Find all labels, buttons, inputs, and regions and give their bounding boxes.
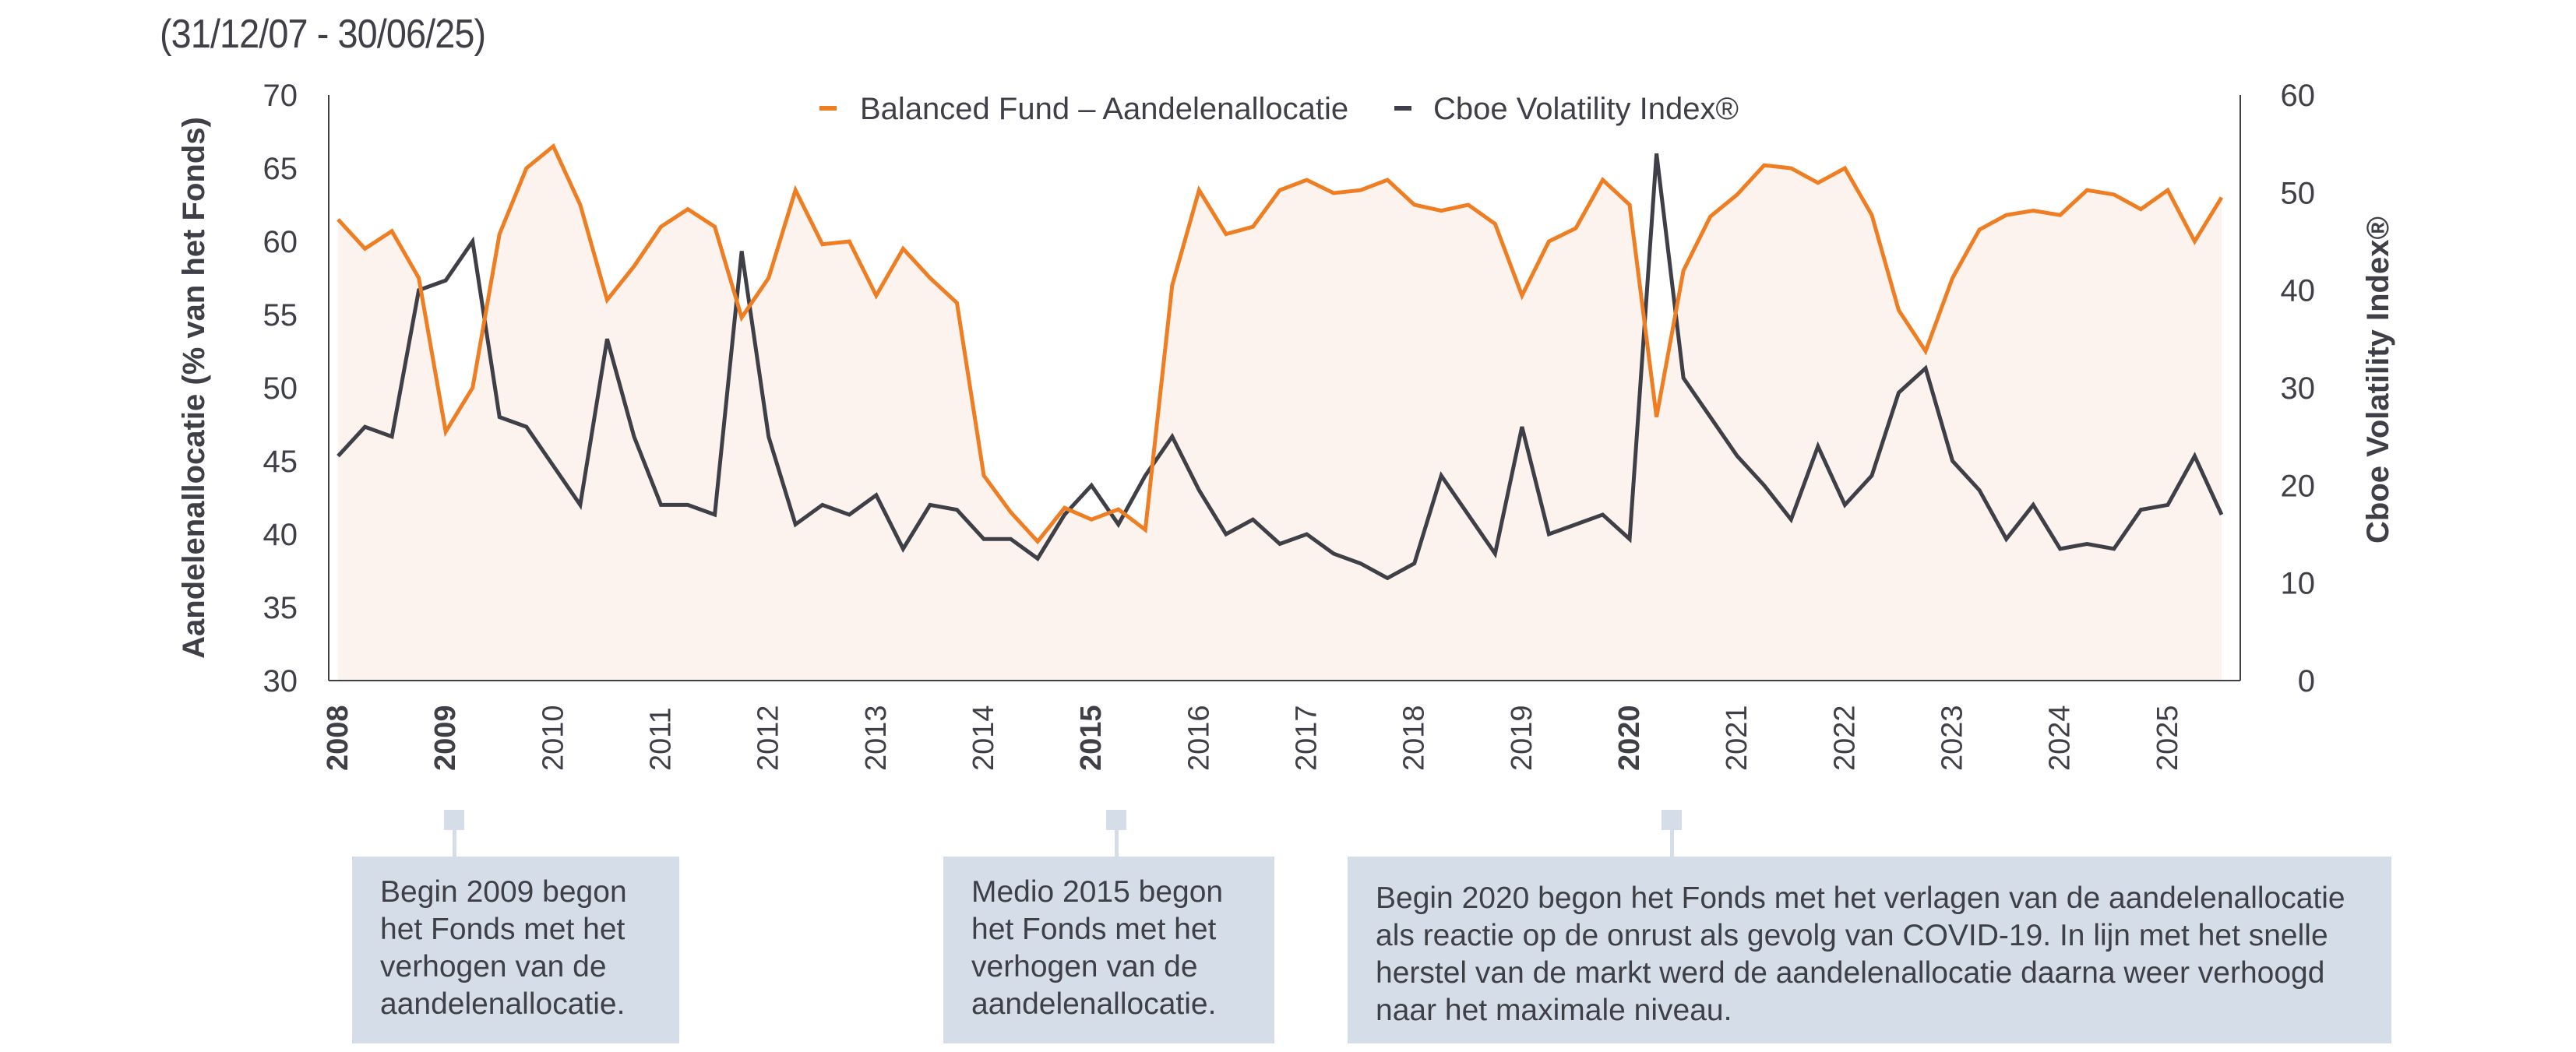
legend-swatch-allocation	[819, 106, 837, 111]
allocation-area-fill	[338, 146, 2222, 681]
right-tick-label: 20	[2281, 469, 2316, 503]
left-tick-label: 30	[263, 664, 298, 698]
legend-label-vix: Cboe Volatility Index®	[1433, 92, 1739, 126]
annotation-note-2015: Medio 2015 begon het Fonds met het verho…	[943, 857, 1274, 1043]
x-tick-label: 2018	[1398, 705, 1431, 771]
right-tick-label: 50	[2281, 176, 2316, 210]
annotation-marker-2009	[444, 810, 464, 830]
x-tick-label: 2023	[1936, 705, 1969, 771]
annotation-stem-2015	[1115, 830, 1119, 860]
x-tick-label: 2014	[967, 705, 1000, 771]
x-tick-label: 2010	[537, 705, 569, 771]
left-axis-title: Aandelenallocatie (% van het Fonds)	[177, 117, 211, 659]
legend-swatch-vix	[1394, 106, 1411, 111]
right-tick-label: 40	[2281, 274, 2316, 308]
left-tick-label: 45	[263, 445, 298, 479]
plot-frame	[328, 95, 2241, 681]
annotation-stem-2020	[1670, 830, 1674, 860]
right-tick-label: 60	[2281, 79, 2316, 113]
legend: Balanced Fund – Aandelenallocatie Cboe V…	[819, 92, 1739, 126]
x-tick-label: 2021	[1721, 705, 1753, 771]
x-tick-label: 2022	[1828, 705, 1861, 771]
left-tick-label: 55	[263, 298, 298, 332]
right-tick-label: 10	[2281, 567, 2316, 601]
x-tick-label: 2024	[2044, 705, 2077, 771]
right-tick-label: 0	[2298, 664, 2315, 698]
x-tick-label: 2025	[2151, 705, 2184, 771]
left-axis-ticks: 30 35 40 45 50 55 60 65 70	[263, 79, 298, 698]
annotation-note-2020: Begin 2020 begon het Fonds met het verla…	[1348, 857, 2391, 1043]
left-tick-label: 50	[263, 371, 298, 406]
annotation-marker-2020	[1662, 810, 1682, 830]
legend-label-allocation: Balanced Fund – Aandelenallocatie	[860, 92, 1348, 126]
x-tick-label: 2009	[429, 705, 462, 771]
right-tick-label: 30	[2281, 371, 2316, 406]
left-tick-label: 40	[263, 518, 298, 552]
left-tick-label: 70	[263, 79, 298, 113]
x-tick-label: 2020	[1613, 705, 1646, 771]
x-tick-label: 2012	[752, 705, 785, 771]
x-tick-label: 2019	[1506, 705, 1538, 771]
annotation-note-2009: Begin 2009 begon het Fonds met het verho…	[352, 857, 679, 1043]
series-lines	[337, 142, 2224, 581]
date-range-subtitle: (31/12/07 - 30/06/25)	[160, 12, 486, 57]
left-tick-label: 60	[263, 225, 298, 259]
x-tick-label: 2016	[1182, 705, 1215, 771]
x-tick-label: 2015	[1075, 705, 1108, 771]
x-tick-label: 2008	[322, 705, 354, 771]
x-tick-label: 2017	[1291, 705, 1323, 771]
left-tick-label: 65	[263, 152, 298, 186]
allocation-area	[338, 146, 2222, 681]
left-tick-label: 35	[263, 591, 298, 625]
x-tick-label: 2011	[645, 707, 678, 771]
right-axis-ticks: 0 10 20 30 40 50 60	[2281, 79, 2316, 698]
right-axis-title: Cboe Volatility Index®	[2361, 216, 2395, 544]
annotation-marker-2015	[1106, 810, 1126, 830]
x-axis-ticks: 2008 2009 2010 2011 2012 2013 2014 2015 2016 2017…	[322, 705, 2184, 771]
x-tick-label: 2013	[860, 705, 893, 771]
annotation-stem-2009	[453, 830, 456, 860]
